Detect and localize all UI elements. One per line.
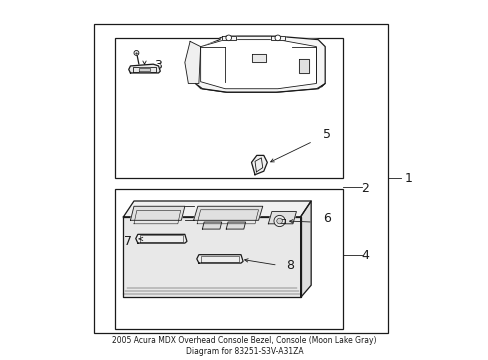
Polygon shape (130, 206, 184, 220)
Text: 5: 5 (323, 128, 331, 141)
Polygon shape (226, 222, 245, 229)
Bar (115, 38, 342, 178)
Polygon shape (268, 212, 296, 224)
Polygon shape (221, 36, 235, 40)
Text: 7: 7 (123, 235, 131, 248)
Polygon shape (196, 255, 243, 263)
Polygon shape (251, 54, 265, 62)
Polygon shape (123, 217, 300, 297)
Polygon shape (300, 201, 310, 297)
Polygon shape (193, 206, 262, 220)
Circle shape (276, 218, 282, 224)
Circle shape (274, 35, 280, 41)
Text: 4: 4 (361, 249, 369, 262)
Polygon shape (136, 234, 186, 243)
Polygon shape (123, 201, 310, 217)
Bar (115, 189, 342, 329)
Bar (93, 24, 387, 333)
Text: 1: 1 (404, 172, 412, 185)
Text: 8: 8 (286, 260, 294, 273)
Polygon shape (270, 36, 285, 40)
Polygon shape (184, 41, 200, 84)
Polygon shape (139, 68, 149, 71)
Polygon shape (128, 64, 160, 73)
Polygon shape (298, 59, 309, 73)
Text: 2005 Acura MDX Overhead Console Bezel, Console (Moon Lake Gray)
Diagram for 8325: 2005 Acura MDX Overhead Console Bezel, C… (112, 336, 376, 356)
Circle shape (134, 50, 139, 55)
Text: 2: 2 (361, 182, 369, 195)
Text: 3: 3 (154, 59, 162, 72)
Circle shape (273, 215, 285, 226)
Polygon shape (251, 156, 267, 175)
Text: 6: 6 (323, 212, 331, 225)
Polygon shape (200, 40, 316, 89)
Circle shape (225, 35, 231, 41)
Polygon shape (202, 222, 221, 229)
Polygon shape (195, 36, 325, 92)
